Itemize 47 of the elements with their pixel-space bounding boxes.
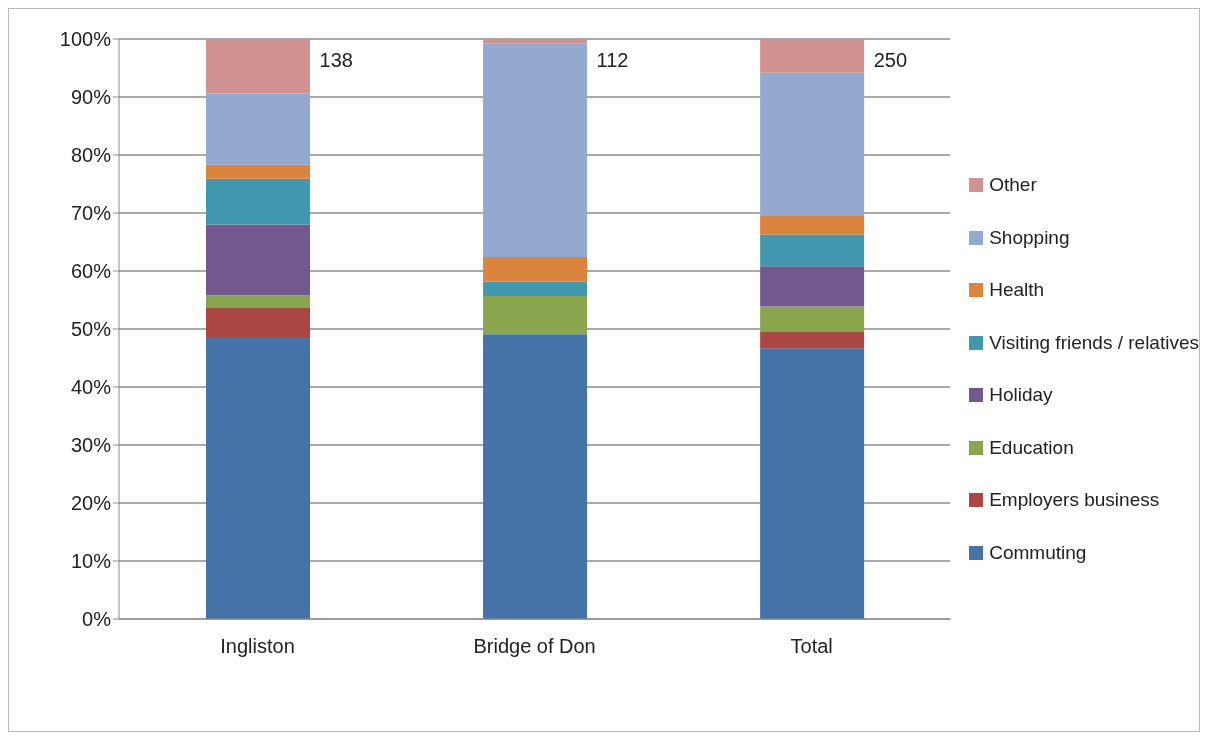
legend-label: Other: [989, 174, 1037, 197]
legend-label: Education: [989, 436, 1074, 459]
bar: [760, 348, 865, 619]
annotation: 138: [319, 49, 353, 71]
bar: [206, 337, 310, 619]
legend-label: Holiday: [989, 384, 1053, 407]
bar: [760, 234, 865, 267]
bar: [483, 334, 588, 619]
y-tick-label: 90%: [70, 86, 112, 109]
y-tick-label: 100%: [59, 28, 112, 51]
bar: [760, 266, 865, 307]
bar: [206, 295, 310, 309]
bar: [483, 257, 588, 282]
x-tick-label: Total: [790, 635, 833, 658]
y-tick-label: 60%: [70, 260, 112, 283]
y-tick-label: 40%: [70, 376, 112, 399]
x-tick-label: Ingliston: [220, 635, 295, 658]
bar: [206, 224, 310, 296]
annotation: 112: [596, 49, 629, 71]
legend-label: Shopping: [989, 226, 1070, 249]
bar: [206, 93, 310, 165]
y-tick-label: 20%: [70, 492, 112, 515]
bar: [483, 43, 588, 258]
x-tick-label: Bridge of Don: [473, 635, 596, 658]
bar: [760, 331, 865, 349]
bar: [483, 39, 588, 44]
bar: [483, 281, 588, 296]
bar: [483, 295, 588, 335]
bar: [206, 308, 310, 338]
legend-label: Health: [989, 279, 1045, 302]
bar: [760, 306, 865, 332]
legend-label: Employers business: [989, 489, 1160, 512]
bar: [206, 39, 310, 94]
bar: [760, 215, 865, 235]
legend-label: Commuting: [989, 541, 1087, 564]
y-tick-label: 80%: [70, 144, 112, 167]
annotation: 250: [873, 49, 908, 71]
bar: [206, 164, 310, 179]
bar: [206, 178, 310, 225]
bar: [760, 39, 865, 73]
y-tick-label: 0%: [82, 608, 112, 631]
y-tick-label: 70%: [70, 202, 112, 225]
legend-label: Visiting friends / relatives: [989, 331, 1199, 354]
y-tick-label: 50%: [70, 318, 112, 341]
y-tick-label: 10%: [70, 550, 112, 573]
bar: [760, 72, 865, 216]
y-tick-label: 30%: [70, 434, 112, 457]
